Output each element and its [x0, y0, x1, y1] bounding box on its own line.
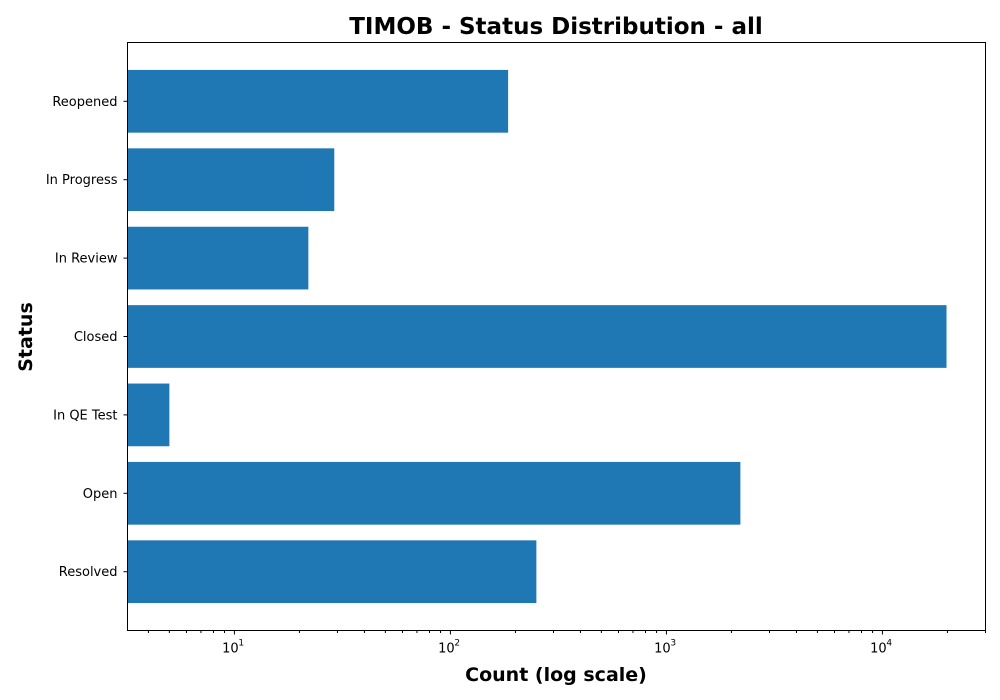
- bar-closed: [127, 305, 947, 368]
- x-tick-exponent: 3: [670, 639, 676, 649]
- x-tick-exponent: 1: [238, 639, 244, 649]
- y-axis-label: Status: [15, 302, 37, 372]
- x-axis-ticks: 10 1 10 2 10 3 10 4: [147, 630, 986, 657]
- bar-open: [127, 461, 741, 525]
- y-tick-label-in-review: In Review: [55, 252, 118, 267]
- y-tick-label-closed: Closed: [74, 330, 118, 345]
- y-tick-label-open: Open: [83, 487, 118, 502]
- y-tick-label-resolved: Resolved: [59, 565, 118, 580]
- chart-title: TIMOB - Status Distribution - all: [349, 14, 763, 40]
- x-tick-exponent: 2: [454, 639, 460, 649]
- x-tick-label: 10: [438, 642, 455, 657]
- y-tick-label-in-qe-test: In QE Test: [53, 408, 117, 423]
- bars-group: [127, 69, 947, 604]
- bar-in-progress: [127, 148, 335, 212]
- y-axis-ticks: Resolved Open In QE Test Closed In Review In …: [46, 95, 128, 580]
- x-axis-label: Count (log scale): [465, 664, 647, 686]
- x-tick-exponent: 4: [886, 639, 892, 649]
- y-tick-label-in-progress: In Progress: [46, 173, 118, 188]
- x-tick-label: 10: [222, 642, 239, 657]
- bar-in-review: [127, 226, 309, 290]
- bar-reopened: [127, 69, 509, 133]
- y-tick-label-reopened: Reopened: [52, 95, 117, 110]
- bar-resolved: [127, 540, 537, 604]
- bar-in-qe-test: [127, 383, 170, 447]
- x-tick-label: 10: [870, 642, 887, 657]
- plot-frame: [127, 42, 986, 631]
- x-tick-label: 10: [654, 642, 671, 657]
